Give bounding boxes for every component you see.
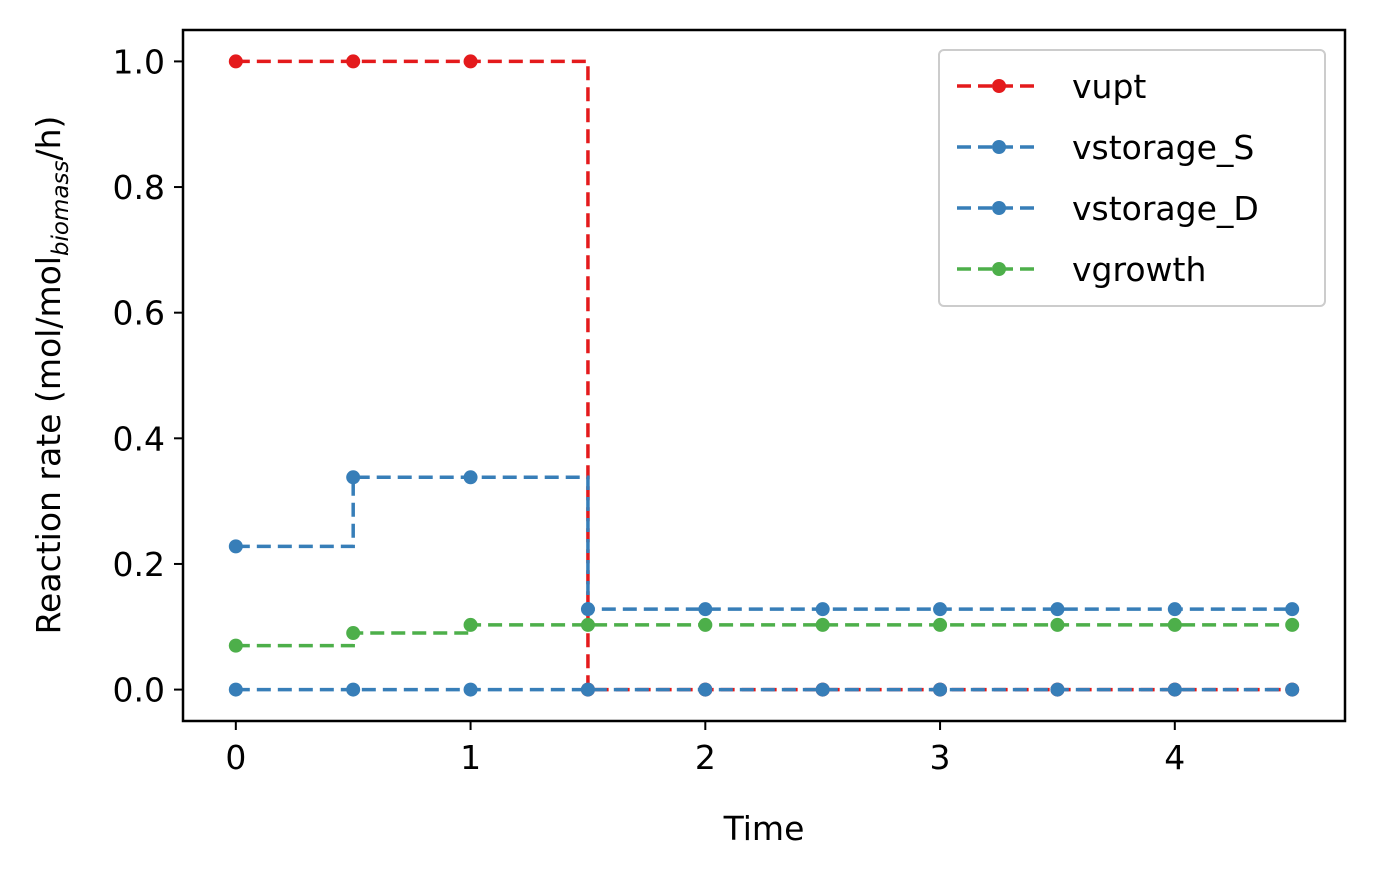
data-point (463, 682, 478, 697)
data-point (1285, 682, 1300, 697)
data-point (463, 617, 478, 632)
data-point (1167, 602, 1182, 617)
y-tick-label: 0.6 (113, 294, 165, 333)
data-point (1285, 617, 1300, 632)
legend-entry: vupt (957, 67, 1146, 106)
data-point (228, 54, 243, 69)
data-point (698, 682, 713, 697)
series-line (235, 475, 1293, 611)
series-vstorage-S (228, 682, 1300, 697)
x-axis-label: Time (723, 809, 805, 848)
data-point (1050, 682, 1065, 697)
y-tick-label: 0.0 (113, 671, 165, 710)
y-tick-label: 0.8 (113, 168, 165, 207)
y-axis-label: Reaction rate (mol/molbiomass/h) (29, 116, 74, 635)
data-point (815, 602, 830, 617)
data-point (1050, 617, 1065, 632)
series-vgrowth (228, 617, 1300, 653)
plot-frame (181, 28, 1347, 723)
series-vstorage-D (228, 470, 1300, 617)
data-point (815, 682, 830, 697)
y-axis-label-subscript: biomass (48, 161, 74, 257)
data-point (346, 54, 361, 69)
data-point (933, 682, 948, 697)
x-tick-label: 2 (695, 738, 716, 777)
x-tick-label: 4 (1164, 738, 1185, 777)
data-point (1167, 682, 1182, 697)
legend-marker (992, 79, 1006, 93)
data-point (463, 54, 478, 69)
data-point (228, 539, 243, 554)
data-point (815, 617, 830, 632)
data-point (1285, 602, 1300, 617)
data-point (1167, 617, 1182, 632)
x-tick-label: 1 (460, 738, 481, 777)
data-point (580, 682, 595, 697)
y-axis-label-suffix: /h) (29, 116, 68, 161)
legend-marker (992, 201, 1006, 215)
legend-label: vupt (1072, 67, 1146, 106)
data-point (228, 682, 243, 697)
data-point (933, 602, 948, 617)
y-tick-label: 0.4 (113, 419, 165, 458)
data-point (698, 602, 713, 617)
data-point (228, 638, 243, 653)
y-axis-label-prefix: Reaction rate (mol/mol (29, 256, 68, 634)
data-point (580, 617, 595, 632)
legend-entry: vstorage_D (957, 189, 1259, 228)
legend-box (938, 49, 1326, 307)
data-point (933, 617, 948, 632)
axes-layer: 0 1 2 3 4 0.0 0.2 0.4 0.6 0.8 1.0 (113, 42, 1186, 777)
data-point (463, 470, 478, 485)
x-tick-label: 3 (930, 738, 951, 777)
y-tick-label: 1.0 (113, 42, 165, 81)
legend-entry: vgrowth (957, 250, 1206, 289)
x-tick-label: 0 (225, 738, 246, 777)
legend-label: vstorage_S (1072, 128, 1254, 167)
data-point (1050, 602, 1065, 617)
data-point (346, 470, 361, 485)
legend-marker (992, 140, 1006, 154)
data-point (346, 682, 361, 697)
data-point (580, 602, 595, 617)
y-tick-label: 0.2 (113, 545, 165, 584)
series-layer (228, 54, 1300, 697)
data-point (698, 617, 713, 632)
legend-entry: vstorage_S (957, 128, 1254, 167)
data-point (346, 626, 361, 641)
legend-label: vgrowth (1072, 250, 1206, 289)
legend-marker (992, 262, 1006, 276)
legend-label: vstorage_D (1072, 189, 1259, 228)
